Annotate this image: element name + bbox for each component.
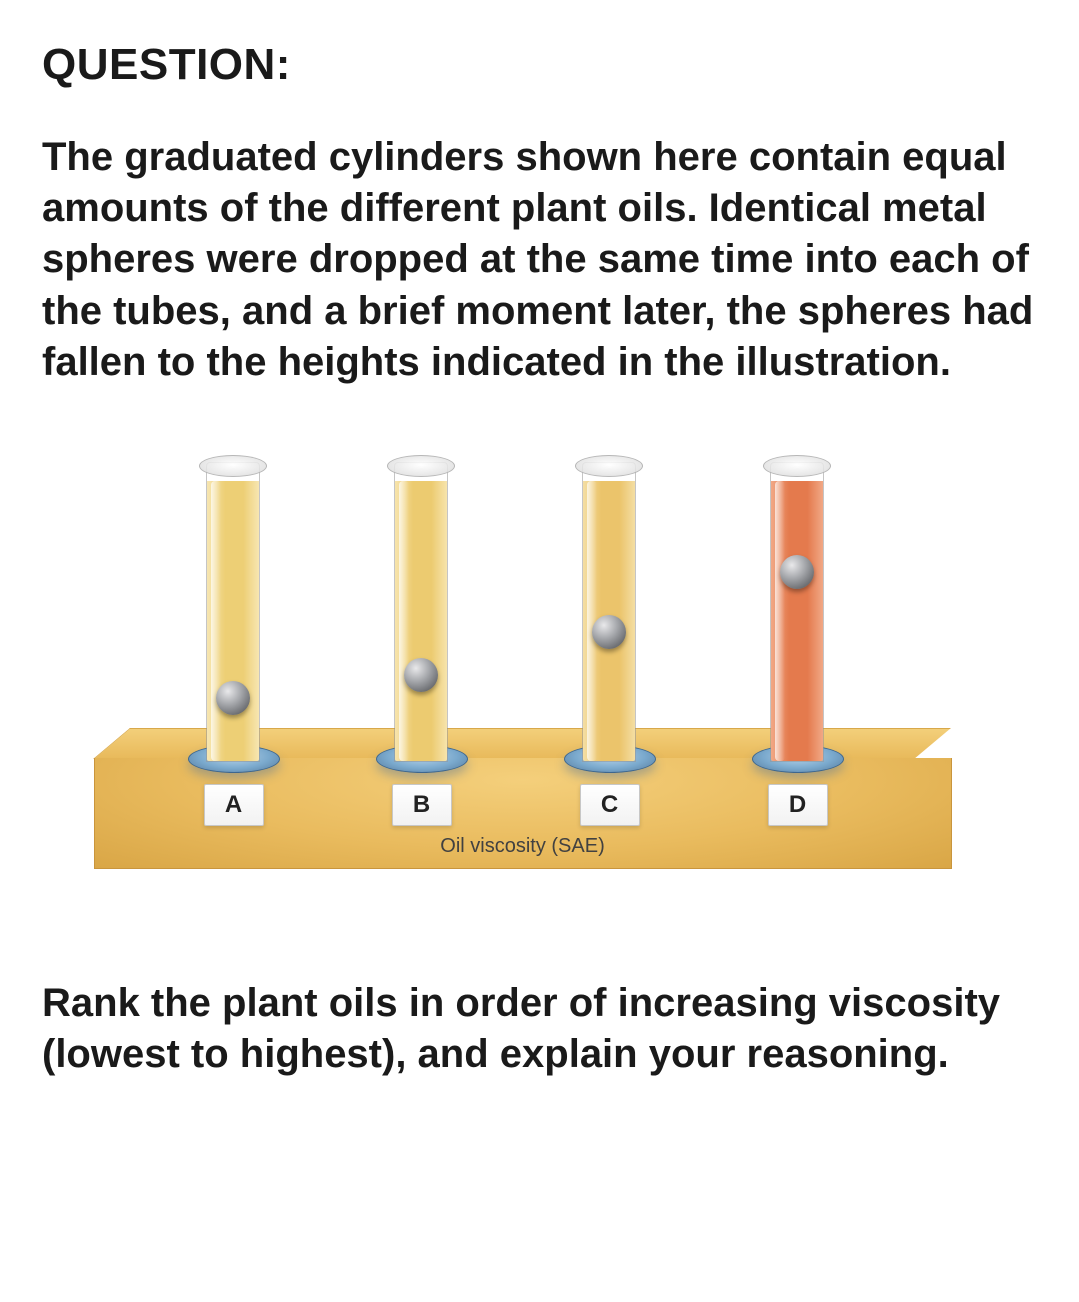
cylinder-tube — [206, 462, 260, 762]
fluid-fill — [771, 481, 823, 761]
viscosity-diagram: Oil viscosity (SAE) — [130, 438, 950, 868]
cylinder-label: C — [580, 784, 640, 826]
diagram-container: Oil viscosity (SAE) — [42, 438, 1037, 868]
question-body: The graduated cylinders shown here conta… — [42, 132, 1037, 388]
metal-sphere — [216, 681, 250, 715]
fluid-fill — [207, 481, 259, 761]
question-prompt: Rank the plant oils in order of increasi… — [42, 978, 1037, 1080]
metal-sphere — [592, 615, 626, 649]
cylinder-tube — [394, 462, 448, 762]
question-heading: QUESTION: — [42, 40, 1037, 90]
diagram-caption: Oil viscosity (SAE) — [95, 835, 951, 858]
cylinder-tube — [582, 462, 636, 762]
cylinder-label: B — [392, 784, 452, 826]
fluid-fill — [395, 481, 447, 761]
metal-sphere — [404, 658, 438, 692]
question-page: QUESTION: The graduated cylinders shown … — [0, 0, 1079, 1130]
metal-sphere — [780, 555, 814, 589]
cylinder-tube — [770, 462, 824, 762]
cylinder-label: D — [768, 784, 828, 826]
cylinder-label: A — [204, 784, 264, 826]
